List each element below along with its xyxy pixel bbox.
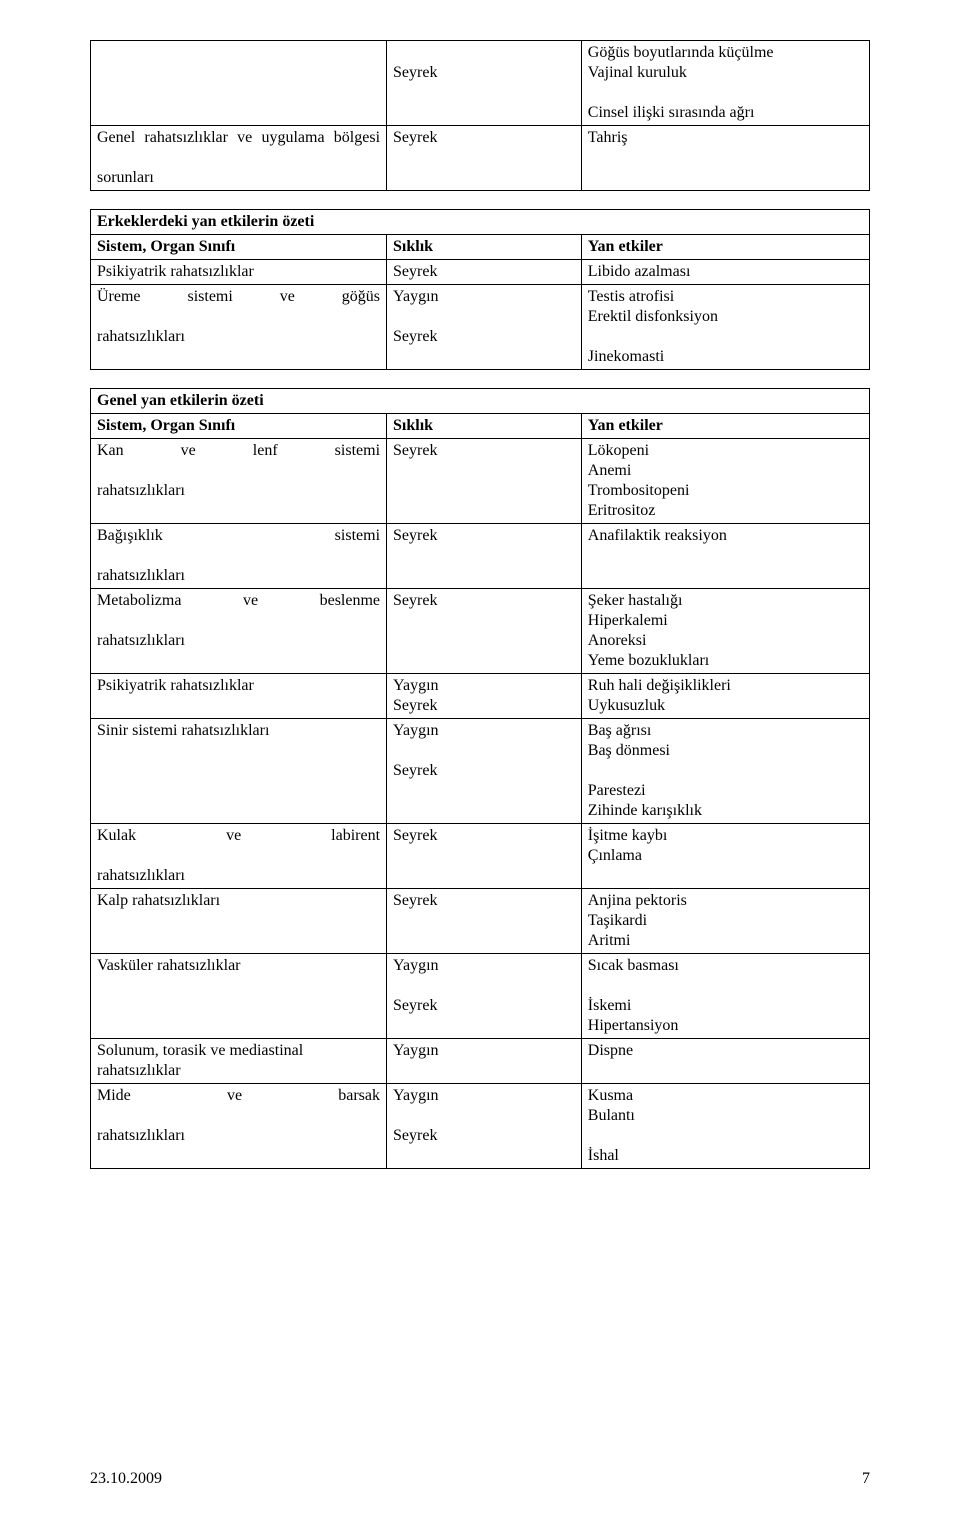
footer-page-number: 7 xyxy=(862,1470,870,1488)
table-row: Bağışıklık sistemirahatsızlıklarıSeyrekA… xyxy=(91,524,870,589)
table-header-title-row: Erkeklerdeki yan etkilerin özeti xyxy=(91,210,870,235)
cell-side-effects: Baş ağrısı Baş dönmesi Parestezi Zihinde… xyxy=(581,719,869,824)
cell-side-effects: Göğüs boyutlarında küçülme Vajinal kurul… xyxy=(581,41,869,126)
cell-frequency: Seyrek xyxy=(387,524,582,589)
cell-frequency: Seyrek xyxy=(387,126,582,191)
table-row: Mide ve barsakrahatsızlıklarıYaygın Seyr… xyxy=(91,1084,870,1169)
table-row: Kulak ve labirentrahatsızlıklarıSeyrekİş… xyxy=(91,824,870,889)
cell-system-organ: Psikiyatrik rahatsızlıklar xyxy=(91,260,387,285)
column-header-effects: Yan etkiler xyxy=(581,235,869,260)
cell-system-organ: Genel rahatsızlıklar ve uygulama bölgesi… xyxy=(91,126,387,191)
cell-frequency: Yaygın xyxy=(387,1039,582,1084)
table-header-columns-row: Sistem, Organ SınıfıSıklıkYan etkiler xyxy=(91,414,870,439)
footer-date: 23.10.2009 xyxy=(90,1470,162,1488)
cell-system-organ: Metabolizma ve beslenmerahatsızlıkları xyxy=(91,589,387,674)
cell-side-effects: Şeker hastalığı Hiperkalemi Anoreksi Yem… xyxy=(581,589,869,674)
cell-frequency: Yaygın Seyrek xyxy=(387,285,582,370)
cell-frequency: Seyrek xyxy=(387,589,582,674)
cell-side-effects: Sıcak basması İskemi Hipertansiyon xyxy=(581,954,869,1039)
table-general-side-effects: Genel yan etkilerin özetiSistem, Organ S… xyxy=(90,388,870,1169)
cell-system-organ: Kulak ve labirentrahatsızlıkları xyxy=(91,824,387,889)
cell-frequency: Yaygın Seyrek xyxy=(387,719,582,824)
cell-frequency: Seyrek xyxy=(387,260,582,285)
cell-system-organ: Psikiyatrik rahatsızlıklar xyxy=(91,674,387,719)
table-row: Kalp rahatsızlıklarıSeyrekAnjina pektori… xyxy=(91,889,870,954)
table-row: Kan ve lenf sistemirahatsızlıklarıSeyrek… xyxy=(91,439,870,524)
cell-frequency: Yaygın Seyrek xyxy=(387,674,582,719)
cell-frequency: Seyrek xyxy=(387,439,582,524)
table-row: Genel rahatsızlıklar ve uygulama bölgesi… xyxy=(91,126,870,191)
table-row: Vasküler rahatsızlıklarYaygın SeyrekSıca… xyxy=(91,954,870,1039)
table-row: SeyrekGöğüs boyutlarında küçülme Vajinal… xyxy=(91,41,870,126)
column-header-system: Sistem, Organ Sınıfı xyxy=(91,235,387,260)
table-male-side-effects: Erkeklerdeki yan etkilerin özetiSistem, … xyxy=(90,209,870,370)
cell-system-organ xyxy=(91,41,387,126)
column-header-system: Sistem, Organ Sınıfı xyxy=(91,414,387,439)
column-header-effects: Yan etkiler xyxy=(581,414,869,439)
cell-frequency: Yaygın Seyrek xyxy=(387,954,582,1039)
cell-side-effects: Libido azalması xyxy=(581,260,869,285)
cell-side-effects: Kusma Bulantı İshal xyxy=(581,1084,869,1169)
table-row: Psikiyatrik rahatsızlıklarYaygın SeyrekR… xyxy=(91,674,870,719)
table-row: Solunum, torasik ve mediastinal rahatsız… xyxy=(91,1039,870,1084)
cell-system-organ: Bağışıklık sistemirahatsızlıkları xyxy=(91,524,387,589)
table-row: Metabolizma ve beslenmerahatsızlıklarıSe… xyxy=(91,589,870,674)
table-row: Sinir sistemi rahatsızlıklarıYaygın Seyr… xyxy=(91,719,870,824)
cell-frequency: Yaygın Seyrek xyxy=(387,1084,582,1169)
cell-side-effects: Anafilaktik reaksiyon xyxy=(581,524,869,589)
cell-side-effects: Tahriş xyxy=(581,126,869,191)
table-row: Üreme sistemi ve göğüsrahatsızlıklarıYay… xyxy=(91,285,870,370)
cell-side-effects: Dispne xyxy=(581,1039,869,1084)
table-header-columns-row: Sistem, Organ SınıfıSıklıkYan etkiler xyxy=(91,235,870,260)
table-row: Psikiyatrik rahatsızlıklarSeyrekLibido a… xyxy=(91,260,870,285)
cell-system-organ: Solunum, torasik ve mediastinal rahatsız… xyxy=(91,1039,387,1084)
cell-frequency: Seyrek xyxy=(387,824,582,889)
cell-side-effects: İşitme kaybı Çınlama xyxy=(581,824,869,889)
cell-system-organ: Sinir sistemi rahatsızlıkları xyxy=(91,719,387,824)
table-continuation: SeyrekGöğüs boyutlarında küçülme Vajinal… xyxy=(90,40,870,191)
cell-system-organ: Kalp rahatsızlıkları xyxy=(91,889,387,954)
table-title: Genel yan etkilerin özeti xyxy=(91,389,870,414)
cell-system-organ: Kan ve lenf sistemirahatsızlıkları xyxy=(91,439,387,524)
document-page: SeyrekGöğüs boyutlarında küçülme Vajinal… xyxy=(0,0,960,1526)
cell-side-effects: Ruh hali değişiklikleri Uykusuzluk xyxy=(581,674,869,719)
table-title: Erkeklerdeki yan etkilerin özeti xyxy=(91,210,870,235)
cell-frequency: Seyrek xyxy=(387,889,582,954)
cell-side-effects: Testis atrofisi Erektil disfonksiyon Jin… xyxy=(581,285,869,370)
cell-system-organ: Vasküler rahatsızlıklar xyxy=(91,954,387,1039)
column-header-frequency: Sıklık xyxy=(387,414,582,439)
table-header-title-row: Genel yan etkilerin özeti xyxy=(91,389,870,414)
cell-side-effects: Lökopeni Anemi Trombositopeni Eritrosito… xyxy=(581,439,869,524)
cell-frequency: Seyrek xyxy=(387,41,582,126)
cell-side-effects: Anjina pektoris Taşikardi Aritmi xyxy=(581,889,869,954)
cell-system-organ: Üreme sistemi ve göğüsrahatsızlıkları xyxy=(91,285,387,370)
column-header-frequency: Sıklık xyxy=(387,235,582,260)
page-footer: 23.10.2009 7 xyxy=(90,1470,870,1488)
cell-system-organ: Mide ve barsakrahatsızlıkları xyxy=(91,1084,387,1169)
